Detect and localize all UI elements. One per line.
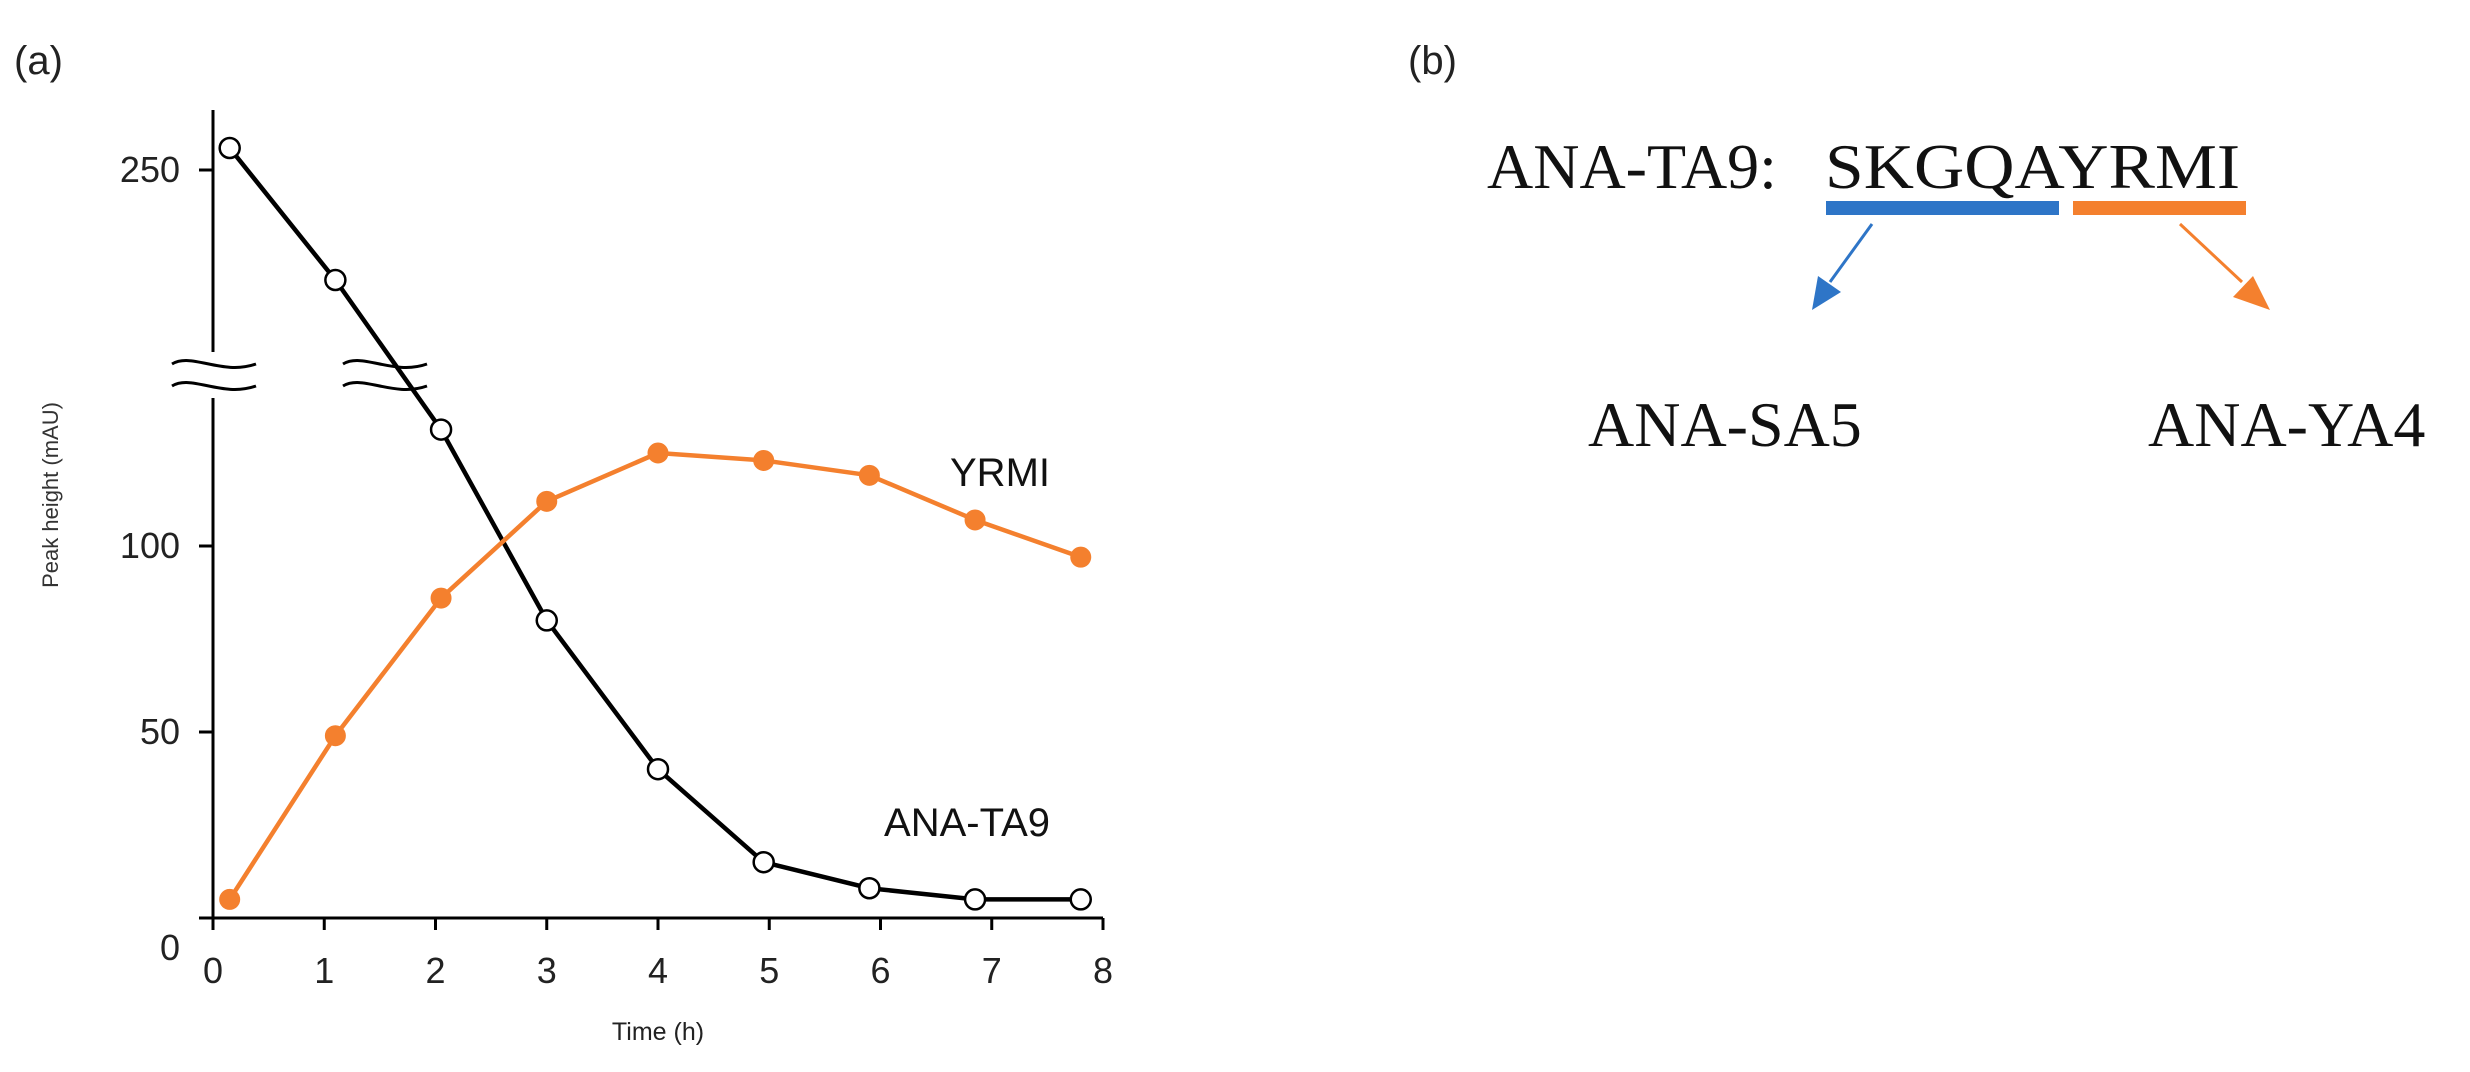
data-point-yrmi — [1070, 546, 1092, 568]
fragment-arrow-ya4 — [2178, 222, 2244, 284]
data-point-yrmi — [753, 449, 775, 471]
series-label-yrmi: YRMI — [950, 451, 1050, 495]
x-tick-label: 7 — [982, 950, 1002, 991]
data-point-ana-ta9 — [324, 268, 347, 292]
fragment-label-sa5: ANA-SA5 — [1588, 389, 1862, 460]
sequence-prefix: ANA-TA9: — [1487, 131, 1777, 202]
data-point-yrmi — [647, 442, 669, 464]
fragment-label-ya4: ANA-YA4 — [2148, 389, 2425, 460]
fragment-arrowhead-sa5 — [1812, 276, 1841, 310]
x-tick-label: 2 — [425, 950, 445, 991]
series-break-mark — [342, 359, 428, 391]
panel-b-label: (b) — [1408, 39, 1457, 83]
data-point-yrmi — [430, 587, 452, 609]
data-point-ana-ta9 — [858, 876, 881, 900]
data-point-ana-ta9 — [429, 418, 453, 441]
series-line-ana-ta9 — [227, 146, 1081, 902]
data-point-yrmi — [536, 490, 558, 512]
data-point-yrmi — [219, 888, 241, 910]
series-label-ana-ta9: ANA-TA9 — [884, 801, 1050, 845]
y-ticks: 0 50 100 250 — [120, 149, 213, 968]
y-tick-label: 0 — [160, 927, 180, 968]
data-point-ana-ta9 — [752, 850, 775, 874]
x-tick-label: 8 — [1093, 950, 1113, 991]
x-tick-label: 5 — [759, 950, 779, 991]
data-point-yrmi — [858, 464, 880, 486]
data-point-ana-ta9 — [1069, 888, 1092, 911]
series-labels: ANA-TA9 YRMI — [884, 451, 1050, 845]
sequence-diagram: ANA-TA9: SKGQAYRMI ANA-SA5 ANA-YA4 — [1487, 131, 2425, 460]
x-tick-label: 0 — [203, 950, 223, 991]
data-point-ana-ta9 — [646, 757, 670, 781]
panel-a-label: (a) — [14, 39, 63, 83]
x-axis-label: Time (h) — [612, 1018, 704, 1046]
data-point-ana-ta9 — [535, 609, 558, 632]
y-axis-label: Peak height (mAU) — [38, 402, 63, 588]
x-tick-label: 3 — [537, 950, 557, 991]
data-point-ana-ta9 — [218, 136, 241, 160]
x-tick-label: 6 — [870, 950, 890, 991]
line-chart: 0 50 100 250 0 1 2 3 4 5 6 7 8 ANA-TA9 YRMI Time (h)… — [38, 110, 1113, 1046]
y-tick-label: 50 — [140, 711, 180, 752]
y-axis-break-mark — [171, 359, 257, 391]
x-ticks: 0 1 2 3 4 5 6 7 8 — [203, 918, 1113, 991]
y-tick-label: 100 — [120, 525, 180, 566]
fragment-arrowhead-ya4 — [2233, 276, 2270, 310]
data-point-yrmi — [964, 509, 986, 531]
y-tick-label: 250 — [120, 149, 180, 190]
series-lines — [227, 146, 1082, 902]
series-points — [218, 136, 1092, 911]
sequence-text: SKGQAYRMI — [1825, 131, 2240, 202]
data-point-ana-ta9 — [963, 888, 987, 911]
data-point-yrmi — [324, 725, 346, 747]
fragment-arrow-sa5 — [1828, 223, 1874, 283]
x-tick-label: 4 — [648, 950, 668, 991]
x-tick-label: 1 — [314, 950, 334, 991]
